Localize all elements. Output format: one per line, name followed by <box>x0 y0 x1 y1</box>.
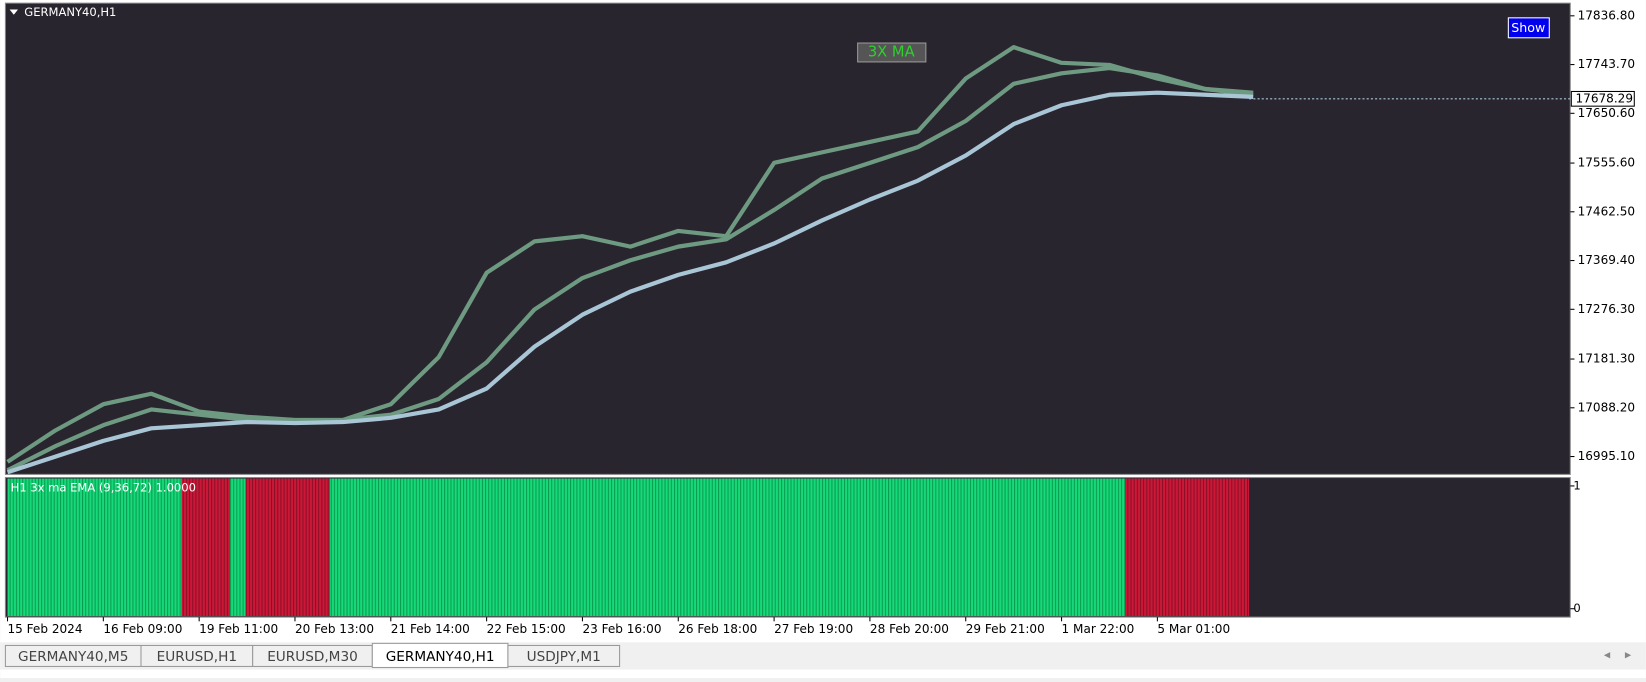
tab-label[interactable]: GERMANY40,M5 <box>18 649 128 665</box>
tab-label[interactable]: USDJPY,M1 <box>527 649 601 665</box>
y-tick-label: 17276.30 <box>1578 302 1635 316</box>
ind-tick-label: 0 <box>1573 601 1580 615</box>
badge-box <box>857 42 927 63</box>
y-tick-label: 17650.60 <box>1578 106 1635 120</box>
indicator-label: H1 3x ma EMA (9,36,72) 1.0000 <box>11 481 196 495</box>
trend-block <box>7 478 182 617</box>
tab-bg <box>371 642 509 669</box>
ma-line <box>6 45 1254 464</box>
last-price-box <box>1570 90 1635 107</box>
trend-block <box>245 478 330 617</box>
y-tick-label: 17088.20 <box>1578 400 1635 414</box>
tab-label[interactable]: EURUSD,M30 <box>267 649 358 665</box>
badge: 3X MA <box>868 43 915 60</box>
tab[interactable]: EURUSD,M30 <box>252 644 373 667</box>
tab[interactable]: EURUSD,H1 <box>140 644 254 667</box>
x-tick-label: 22 Feb 15:00 <box>487 622 566 636</box>
x-tick-label: 29 Feb 21:00 <box>966 622 1045 636</box>
ma-line <box>6 90 1254 475</box>
tabs: GERMANY40,M5 EURUSD,H1 EURUSD,M30 GERMANY40… <box>4 642 621 669</box>
y-tick-label: 17743.70 <box>1578 57 1635 71</box>
y-tick-label: 17369.40 <box>1578 253 1635 267</box>
trend-block <box>230 478 246 617</box>
trend-block <box>1125 478 1250 617</box>
x-tick-label: 15 Feb 2024 <box>8 622 83 636</box>
tab-left[interactable]: ◂ <box>1604 646 1611 661</box>
symbol-title: GERMANY40,H1 <box>24 5 116 19</box>
show-button-label[interactable]: Show <box>1511 20 1545 35</box>
y-tick-label: 17462.50 <box>1578 204 1635 218</box>
tab[interactable]: GERMANY40,M5 <box>4 644 142 667</box>
x-tick-label: 23 Feb 16:00 <box>582 622 661 636</box>
x-tick-label: 20 Feb 13:00 <box>295 622 374 636</box>
y-tick-label: 17555.60 <box>1578 156 1635 170</box>
trend-block <box>329 478 1126 617</box>
x-tick-label: 19 Feb 11:00 <box>199 622 278 636</box>
tab[interactable]: GERMANY40,H1 <box>371 642 509 669</box>
tab-bg <box>507 644 621 667</box>
x-tick-label: 5 Mar 01:00 <box>1157 622 1230 636</box>
y-tick-label: 16995.10 <box>1578 449 1635 463</box>
collapse-arrow[interactable] <box>9 9 19 15</box>
tab-label[interactable]: GERMANY40,H1 <box>386 649 495 665</box>
y-tick-label: 17836.80 <box>1578 8 1635 22</box>
trend-block <box>181 478 231 617</box>
x-tick-label: 16 Feb 09:00 <box>103 622 182 636</box>
y-tick-label: 17181.30 <box>1578 352 1635 366</box>
x-tick-label: 26 Feb 18:00 <box>678 622 757 636</box>
indicator-blocks <box>7 478 1250 617</box>
ma-line <box>6 65 1254 473</box>
x-tick-label: 1 Mar 22:00 <box>1062 622 1135 636</box>
tab-label[interactable]: EURUSD,H1 <box>157 649 237 665</box>
tab-right[interactable]: ▸ <box>1625 646 1632 661</box>
show-button[interactable] <box>1507 17 1550 39</box>
x-tick-label: 27 Feb 19:00 <box>774 622 853 636</box>
ind-tick-label: 1 <box>1573 478 1580 492</box>
last-price-label: 17678.29 <box>1576 91 1633 105</box>
tab[interactable]: USDJPY,M1 <box>507 644 621 667</box>
x-tick-label: 28 Feb 20:00 <box>870 622 949 636</box>
x-tick-label: 21 Feb 14:00 <box>391 622 470 636</box>
